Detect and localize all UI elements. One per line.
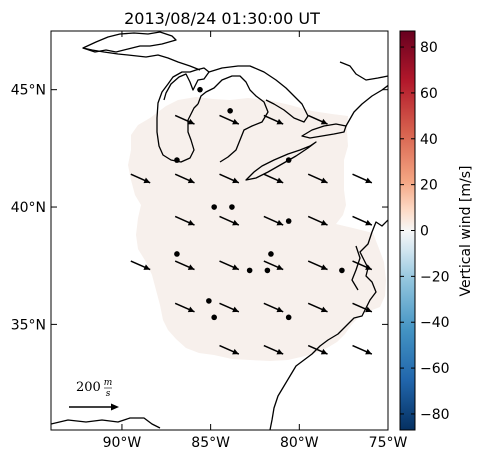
wind-vector — [263, 260, 284, 271]
wind-vector — [174, 114, 195, 125]
lake-huron-shore — [197, 75, 269, 163]
wind-vector — [130, 260, 151, 271]
colorbar-tick-label: −60 — [420, 361, 450, 377]
lake-michigan-shore — [156, 67, 210, 163]
colorbar-tick-label: 0 — [420, 224, 429, 240]
georgian-bay-shore — [208, 65, 309, 123]
st-lawrence-shore — [345, 84, 388, 127]
wind-vector — [307, 260, 328, 271]
station-marker — [174, 251, 180, 257]
map-panel: 200 m s 90°W 85°W 80°W 75°W 45°N 40°N 35°N — [11, 30, 408, 451]
station-marker — [264, 267, 271, 274]
x-tick-label: 85°W — [191, 435, 230, 451]
wind-vector — [219, 344, 240, 355]
scale-arrow-unit-numerator: m — [104, 378, 113, 388]
station-marker — [211, 314, 217, 321]
gulf-coast — [51, 417, 161, 429]
station-marker — [246, 267, 253, 274]
colorbar-tick-label: 20 — [420, 178, 438, 194]
colorbar-tick-label: 80 — [420, 40, 438, 56]
wind-vector — [307, 173, 328, 184]
northeast-coast — [339, 61, 388, 81]
wind-vector — [219, 215, 240, 226]
station-marker — [268, 251, 274, 257]
scale-arrow-unit-denominator: s — [106, 389, 111, 399]
wind-vector — [219, 302, 240, 313]
wind-vector — [263, 344, 284, 355]
lake-superior-shore — [82, 31, 177, 53]
station-marker — [339, 267, 345, 274]
x-tick-label: 80°W — [280, 435, 319, 451]
wind-vector — [219, 260, 240, 271]
x-tick-label: 75°W — [369, 435, 408, 451]
colorbar-gradient — [400, 31, 415, 430]
lake-erie-shore — [245, 141, 317, 181]
wind-vector — [307, 114, 328, 125]
wind-vector — [352, 344, 373, 355]
colorbar-tick-label: 40 — [420, 132, 438, 148]
atlantic-coast — [269, 219, 388, 430]
lake-ontario-shore — [301, 123, 347, 139]
wind-vector — [352, 173, 373, 184]
y-tick-label: 35°N — [11, 317, 46, 333]
y-tick-label: 40°N — [11, 200, 46, 216]
colorbar: 80 60 40 20 0 −20 −40 −60 −80 Vertical wind [m/s… — [399, 30, 474, 431]
colorbar-tick-label: −40 — [420, 315, 450, 331]
chart-title: 2013/08/24 01:30:00 UT — [124, 9, 320, 28]
station-marker — [285, 314, 292, 321]
wind-vector — [263, 173, 284, 184]
wind-vector — [352, 302, 373, 313]
stations — [174, 86, 345, 321]
wind-vector — [307, 344, 328, 355]
station-marker — [206, 298, 212, 304]
wind-vector — [174, 215, 195, 226]
wind-vector — [219, 173, 240, 184]
wind-vector — [352, 260, 373, 271]
chesapeake-bay-shore — [351, 245, 361, 291]
scale-arrow-magnitude: 200 — [76, 380, 101, 395]
vertical-wind-field — [128, 97, 386, 361]
wind-vector — [307, 302, 328, 313]
station-marker — [211, 204, 217, 210]
wind-vector — [307, 215, 328, 226]
wind-vector — [219, 114, 240, 125]
y-axis: 45°N 40°N 35°N — [11, 83, 388, 333]
coastlines — [51, 31, 388, 430]
scale-arrow-group: 200 m s — [69, 378, 119, 411]
wind-vector — [174, 260, 195, 271]
wind-vector — [352, 215, 373, 226]
colorbar-ticks: 80 60 40 20 0 −20 −40 −60 −80 — [400, 40, 450, 423]
x-axis: 90°W 85°W 80°W 75°W — [103, 31, 408, 451]
scale-arrowhead — [111, 403, 119, 411]
x-tick-label: 90°W — [103, 435, 142, 451]
station-marker — [229, 204, 235, 210]
station-marker — [285, 218, 292, 224]
wind-vector — [263, 114, 284, 125]
station-marker — [197, 86, 203, 93]
y-tick-label: 45°N — [11, 83, 46, 99]
wind-vector — [174, 302, 195, 313]
wind-vector — [174, 173, 195, 184]
station-marker — [285, 157, 292, 163]
station-marker — [174, 157, 180, 163]
wind-vectors — [130, 114, 373, 355]
map-frame — [50, 30, 389, 431]
wind-vector — [263, 302, 284, 313]
station-marker — [227, 108, 233, 114]
colorbar-label: Vertical wind [m/s] — [458, 166, 474, 297]
colorbar-tick-label: 60 — [420, 86, 438, 102]
superior-south-shore — [82, 47, 201, 71]
wind-vector — [130, 173, 151, 184]
wind-vector — [263, 215, 284, 226]
colorbar-tick-label: −20 — [420, 269, 450, 285]
colorbar-tick-label: −80 — [420, 407, 450, 423]
